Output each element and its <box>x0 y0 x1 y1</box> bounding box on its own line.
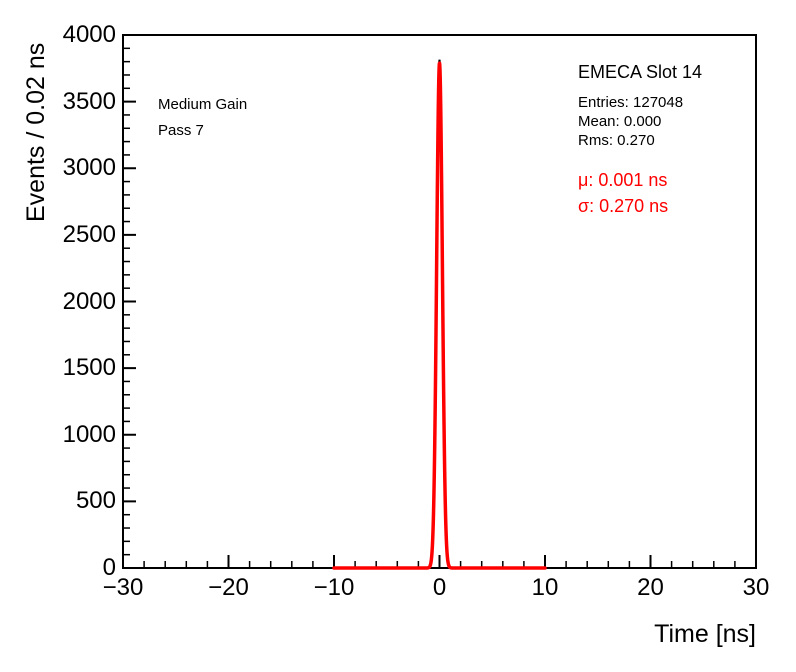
rms-stat: Rms: 0.270 <box>578 132 655 149</box>
x-tick-label: 10 <box>531 574 559 601</box>
x-tick-label: −20 <box>208 574 249 601</box>
x-tick-label: 0 <box>432 574 447 601</box>
mean-stat: Mean: 0.000 <box>578 113 662 130</box>
y-tick-label: 3000 <box>62 154 116 182</box>
fit-sigma-stat: σ: 0.270 ns <box>578 196 669 216</box>
slot-label: EMECA Slot 14 <box>578 62 703 82</box>
x-tick-label: −10 <box>313 574 355 601</box>
y-tick-label: 1500 <box>62 354 116 382</box>
entries-stat: Entries: 127048 <box>578 94 684 111</box>
fit-mu-stat: μ: 0.001 ns <box>578 170 668 190</box>
y-tick-label: 4000 <box>62 21 116 48</box>
y-tick-label: 2000 <box>62 287 116 315</box>
y-tick-label: 500 <box>75 487 116 515</box>
gain-label: Medium Gain <box>158 96 248 113</box>
y-tick-label: 3500 <box>62 87 116 115</box>
y-tick-label: 1000 <box>62 420 116 448</box>
pass-label: Pass 7 <box>158 122 204 139</box>
gaussian-fit-curve <box>332 61 547 570</box>
x-tick-label: 30 <box>742 574 770 601</box>
x-axis-title: Time [ns] <box>654 620 756 648</box>
y-tick-label: 0 <box>102 554 116 581</box>
x-tick-label: −30 <box>102 574 144 601</box>
x-tick-label: 20 <box>637 574 664 601</box>
y-tick-label: 2500 <box>62 220 116 248</box>
y-axis-title: Events / 0.02 ns <box>22 42 50 222</box>
